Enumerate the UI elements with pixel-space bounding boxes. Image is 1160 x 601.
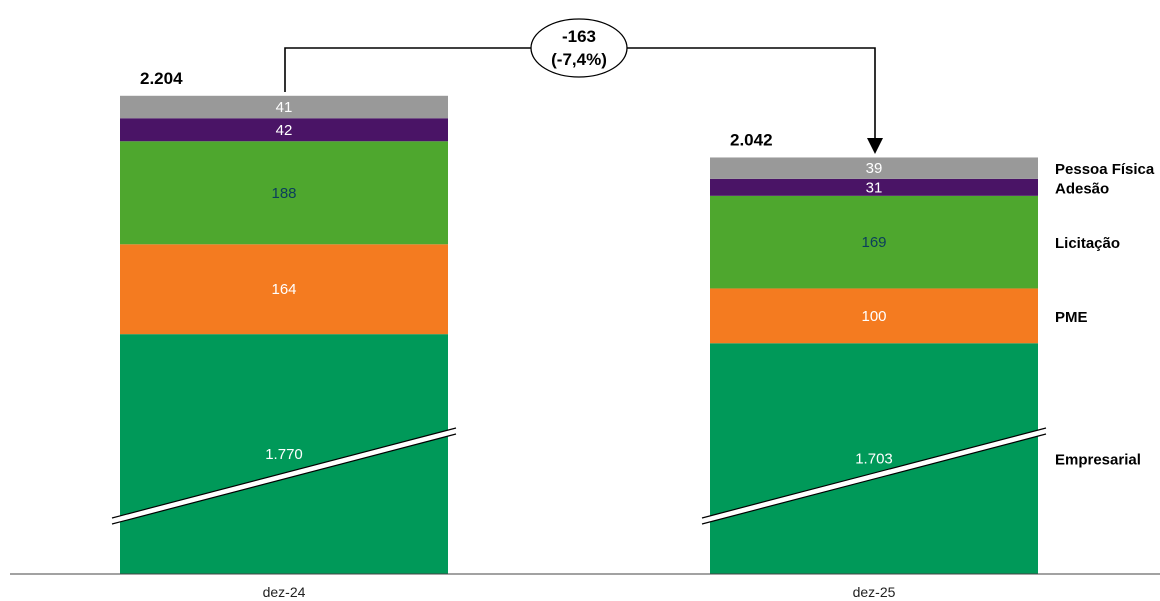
variation-percent: (-7,4%) [551, 50, 607, 69]
segment-value-label: 164 [271, 281, 296, 298]
segment-value-label: 100 [861, 308, 886, 325]
bar-segment-licita-o-1 [710, 195, 1038, 289]
variation-bubble [530, 18, 628, 78]
bar-segment-empresarial-0 [120, 334, 448, 574]
bar-segment-licita-o-0 [120, 141, 448, 245]
axis-break-band [702, 428, 1046, 524]
bar-segment-pme-1 [710, 288, 1038, 344]
category-axis-label: dez-25 [853, 584, 896, 600]
bar-segment-ades-o-0 [120, 118, 448, 142]
category-axis-label: dez-24 [263, 584, 306, 600]
legend-label: Licitação [1055, 235, 1120, 252]
axis-break-line [701, 427, 1047, 519]
legend-label: Empresarial [1055, 452, 1141, 469]
axis-break-line [111, 433, 457, 525]
bar-segment-pessoa-f-sica-0 [120, 95, 448, 119]
axis-break-line [111, 427, 457, 519]
legend-label: Adesão [1055, 180, 1109, 197]
segment-value-label: 42 [276, 122, 293, 139]
variation-absolute: -163 [562, 27, 596, 46]
axis-break-line [701, 433, 1047, 525]
legend-label: Pessoa Física [1055, 161, 1155, 178]
bar-total-label: 2.042 [730, 130, 773, 149]
segment-value-label: 31 [866, 179, 883, 196]
bar-segment-empresarial-1 [710, 343, 1038, 574]
segment-value-label: 41 [276, 99, 293, 116]
bar-total-label: 2.204 [140, 69, 183, 88]
bar-segment-ades-o-1 [710, 178, 1038, 196]
segment-value-label: 188 [271, 185, 296, 202]
legend-label: PME [1055, 309, 1088, 326]
bar-segment-pessoa-f-sica-1 [710, 157, 1038, 179]
segment-value-label: 1.770 [265, 446, 303, 463]
segment-value-label: 1.703 [855, 451, 893, 468]
segment-value-label: 169 [861, 234, 886, 251]
segment-value-label: 39 [866, 160, 883, 177]
axis-break-band [112, 428, 456, 524]
bar-segment-pme-0 [120, 244, 448, 335]
